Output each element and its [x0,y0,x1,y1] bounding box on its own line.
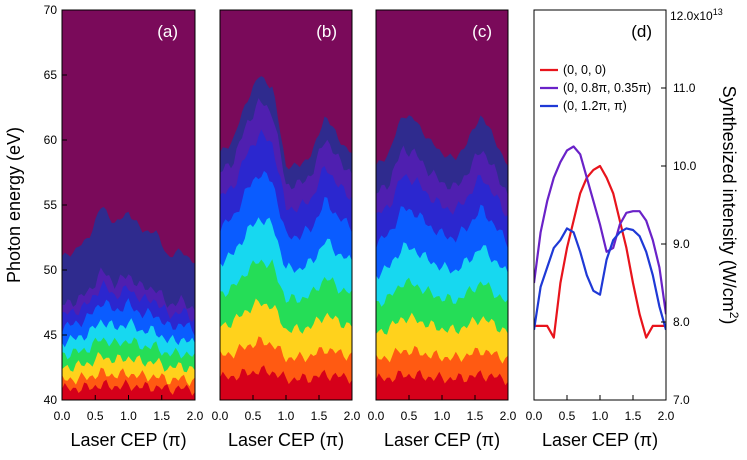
series-line [534,145,666,315]
x-axis-title-b: Laser CEP (π) [228,430,344,450]
y-tick-label: 8.0 [673,315,690,329]
panel-c: (c) 0.0 0.5 1.0 1.5 2.0 Laser CEP (π) [368,9,517,450]
panel-d-background [534,10,666,400]
series-line [534,164,666,339]
x-tick-label: 1.5 [467,409,484,423]
x-axis-a: 0.0 0.5 1.0 1.5 2.0 [54,395,204,423]
y-top-tick-exp: 13 [713,7,723,17]
y-tick-label: 55 [44,198,58,212]
y-tick-label: 70 [44,3,58,17]
x-tick-label: 1.0 [434,409,451,423]
panel-b-label: (b) [316,22,337,41]
y-tick-label: 40 [44,393,58,407]
y-axis-title-right-main: Synthesized intensity (W/cm [719,86,739,312]
y-tick-label: 45 [44,328,58,342]
x-tick-label: 1.0 [278,409,295,423]
x-tick-label: 0.0 [526,409,543,423]
x-axis-title-d: Laser CEP (π) [542,430,658,450]
x-tick-label: 1.0 [592,409,609,423]
y-axis-title-right-close: ) [719,318,739,324]
panel-a: (a) 40 45 50 55 60 65 70 0.0 0.5 1.0 1.5 2.0 Laser… [4,3,204,450]
panel-b: (b) 0.0 0.5 1.0 1.5 2.0 Laser CEP (π) [212,9,361,450]
x-tick-label: 0.0 [368,409,385,423]
legend-label: (0, 1.2π, π) [563,99,627,113]
y-top-tick-label: 12.0x1013 [670,7,723,23]
x-tick-label: 1.5 [311,409,328,423]
y-tick-label: 65 [44,68,58,82]
x-tick-label: 0.5 [401,409,418,423]
x-tick-label: 2.0 [658,409,675,423]
x-tick-label: 0.5 [87,409,104,423]
x-tick-label: 0.0 [212,409,229,423]
y-axis-title-right-sup: 2 [727,312,741,319]
x-axis-title-c: Laser CEP (π) [384,430,500,450]
series-line [534,227,666,331]
y-axis-title-right: Synthesized intensity (W/cm2) [719,86,741,325]
x-tick-label: 0.0 [54,409,71,423]
heatmap-c [376,10,508,400]
line-series-d [534,145,666,339]
x-axis-d: 0.0 0.5 1.0 1.5 2.0 [526,395,675,423]
x-axis-c: 0.0 0.5 1.0 1.5 2.0 [368,395,517,423]
panel-d-label: (d) [631,22,652,41]
heatmap-b [220,10,352,400]
panel-a-label: (a) [157,22,178,41]
x-axis-b: 0.0 0.5 1.0 1.5 2.0 [212,395,361,423]
x-tick-label: 1.0 [120,409,137,423]
x-tick-label: 2.0 [187,409,204,423]
y-tick-label: 7.0 [673,393,690,407]
x-tick-label: 1.5 [625,409,642,423]
panel-c-label: (c) [472,22,492,41]
y-axis-title-left: Photon energy (eV) [4,127,24,283]
heatmap-a [62,10,195,400]
legend-label: (0, 0, 0) [563,63,606,77]
x-tick-label: 2.0 [344,409,361,423]
y-tick-label: 10.0 [673,159,697,173]
y-top-tick-base: 12.0x10 [670,9,713,23]
y-tick-label: 60 [44,133,58,147]
y-axis-a: 40 45 50 55 60 65 70 [44,3,67,407]
x-axis-title-a: Laser CEP (π) [70,430,186,450]
x-tick-label: 0.5 [559,409,576,423]
contour-band [62,379,195,400]
legend: (0, 0, 0) (0, 0.8π, 0.35π) (0, 1.2π, π) [540,63,651,113]
y-tick-label: 9.0 [673,237,690,251]
panel-d: (d) (0, 0, 0) (0, 0.8π, 0.35π) (0, 1.2π, π… [526,7,741,450]
y-axis-right: 7.0 8.0 9.0 10.0 11.0 [661,9,697,407]
y-tick-label: 50 [44,263,58,277]
x-tick-label: 2.0 [500,409,517,423]
contour-band [376,370,508,400]
y-tick-label: 11.0 [673,81,696,95]
contour-band [220,365,352,400]
x-tick-label: 1.5 [153,409,170,423]
legend-label: (0, 0.8π, 0.35π) [563,81,651,95]
x-tick-label: 0.5 [245,409,262,423]
